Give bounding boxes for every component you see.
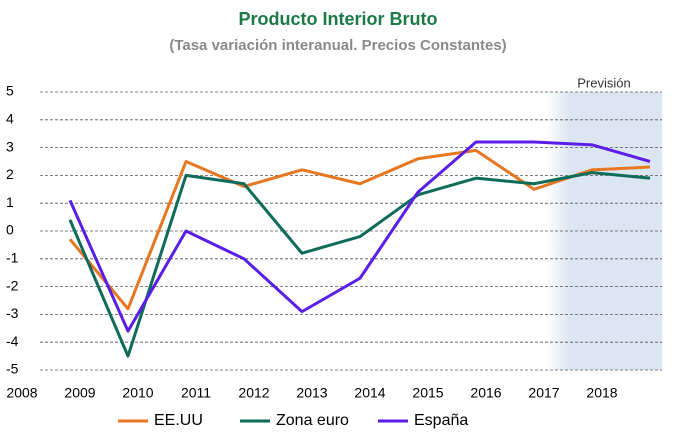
- y-tick-label: 5: [6, 83, 14, 99]
- y-tick-label: 3: [6, 138, 14, 154]
- y-tick-label: -4: [6, 333, 19, 349]
- x-tick-label: 2014: [354, 385, 385, 401]
- x-tick-label: 2009: [64, 385, 95, 401]
- x-tick-label: 2015: [412, 385, 443, 401]
- legend-label: EE.UU: [154, 412, 203, 429]
- x-tick-label: 2010: [122, 385, 153, 401]
- series-line: [68, 148, 651, 311]
- y-tick-label: 4: [6, 111, 14, 127]
- legend-label: Zona euro: [276, 412, 349, 429]
- x-tick-label: 2017: [528, 385, 559, 401]
- y-tick-label: 0: [6, 222, 14, 238]
- series-line: [68, 140, 651, 333]
- chart-title: Producto Interior Bruto: [239, 9, 438, 29]
- x-tick-label: 2013: [296, 385, 327, 401]
- x-tick-label: 2008: [6, 385, 37, 401]
- y-tick-label: 1: [6, 194, 14, 210]
- series-line: [68, 171, 651, 358]
- x-tick-label: 2011: [181, 385, 211, 401]
- legend-label: España: [414, 412, 468, 429]
- chart-subtitle: (Tasa variación interanual. Precios Cons…: [169, 37, 506, 54]
- forecast-band: [546, 92, 662, 370]
- x-tick-label: 2012: [238, 385, 269, 401]
- y-tick-label: -3: [6, 305, 19, 321]
- y-tick-label: 2: [6, 166, 14, 182]
- y-tick-label: -1: [6, 250, 19, 266]
- y-tick-label: -2: [6, 277, 19, 293]
- x-tick-label: 2018: [586, 385, 617, 401]
- x-tick-label: 2016: [470, 385, 501, 401]
- forecast-label: Previsión: [577, 75, 630, 90]
- y-tick-label: -5: [6, 361, 19, 377]
